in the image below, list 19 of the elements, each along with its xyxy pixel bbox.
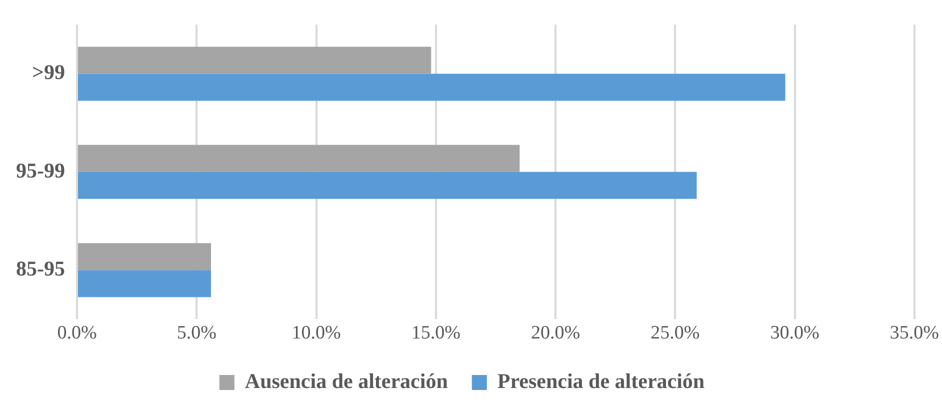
- x-tick-label: 25.0%: [650, 322, 700, 344]
- y-tick-label: 85-95: [16, 256, 65, 281]
- bar: [78, 74, 786, 101]
- legend-label: Ausencia de alteración: [244, 368, 448, 393]
- legend-label: Presencia de alteración: [497, 368, 705, 393]
- x-tick-label: 0.0%: [57, 322, 97, 344]
- x-tick-label: 30.0%: [770, 322, 820, 344]
- bar: [78, 172, 697, 199]
- bar: [78, 270, 211, 298]
- y-tick-label: >99: [32, 60, 65, 84]
- bar: [78, 243, 211, 270]
- x-tick-label: 35.0%: [890, 322, 940, 344]
- bar: [78, 144, 520, 172]
- x-tick-label: 15.0%: [411, 322, 461, 344]
- bar: [78, 46, 432, 74]
- y-tick-label: 95-99: [16, 158, 65, 182]
- x-tick-label: 5.0%: [176, 322, 217, 344]
- x-tick-label: 10.0%: [292, 322, 341, 344]
- x-tick-label: 20.0%: [531, 322, 580, 344]
